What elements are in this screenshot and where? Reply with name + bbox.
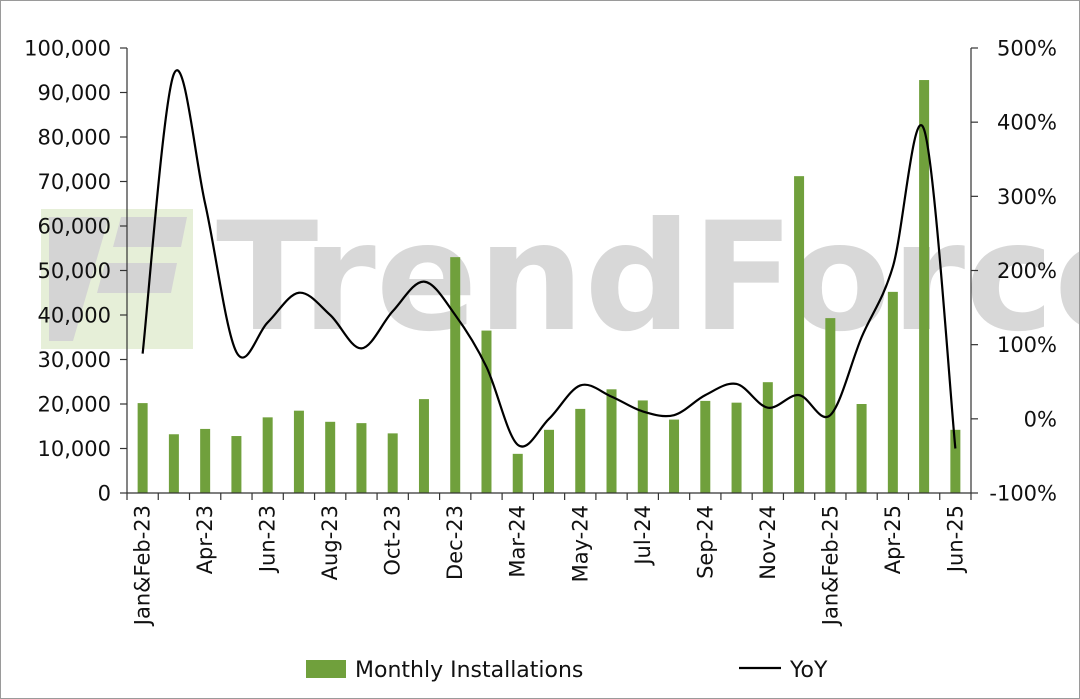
x-tick-label: Apr-25 — [881, 505, 905, 574]
y-left-tick-labels: 0 10,000 20,000 30,000 40,000 50,000 60,000 70,… — [24, 37, 111, 506]
y-left-tick-label: 50,000 — [38, 259, 111, 283]
x-tick-label: Oct-23 — [381, 505, 405, 576]
bar-10 — [450, 257, 461, 493]
bar-11 — [481, 330, 492, 493]
y-right-tick-label: 400% — [997, 111, 1057, 135]
yoy-line-group — [141, 69, 957, 449]
bar-5 — [293, 410, 304, 493]
bar-1 — [168, 434, 179, 493]
legend-label-yoy: YoY — [789, 658, 828, 683]
yoy-line — [141, 69, 957, 449]
bar-17 — [669, 419, 680, 493]
y-right-tick-labels: -100% 0% 100% 200% 300% 400% 500% — [989, 37, 1057, 506]
trendforce-logo-icon — [41, 209, 193, 349]
bar-18 — [700, 400, 711, 493]
y-left-tick-label: 60,000 — [38, 215, 111, 239]
x-tick-label: May-24 — [568, 505, 592, 582]
bar-8 — [387, 433, 398, 493]
y-left-tick-label: 10,000 — [38, 437, 111, 461]
bar-19 — [731, 402, 742, 493]
x-tick-labels: Jan&Feb-23 Apr-23 Jun-23 Aug-23 Oct-23 Dec-23… — [131, 505, 968, 627]
bar-2 — [200, 428, 211, 493]
watermark-text: TrendForce — [216, 191, 1079, 365]
y-right-tick-label: -100% — [989, 482, 1057, 506]
x-tick-label: Jul-24 — [631, 505, 655, 567]
bar-3 — [231, 436, 242, 493]
bar-24 — [887, 291, 898, 493]
bar-16 — [637, 400, 648, 493]
x-tick-label: Jun-25 — [943, 505, 967, 574]
bar-14 — [575, 408, 586, 493]
legend-swatch-monthly-installations — [306, 660, 346, 678]
bar-22 — [825, 318, 836, 493]
bar-0 — [137, 403, 148, 493]
y-left-tick-label: 30,000 — [38, 348, 111, 372]
y-left-tick-label: 100,000 — [24, 37, 111, 61]
bar-23 — [856, 404, 867, 493]
bar-21 — [794, 176, 805, 493]
x-tick-label: Nov-24 — [756, 505, 780, 580]
x-tick-label: Mar-24 — [506, 505, 530, 578]
bar-12 — [512, 453, 523, 493]
y-left-tick-label: 40,000 — [38, 304, 111, 328]
legend: Monthly Installations YoY — [306, 658, 828, 683]
bar-9 — [418, 399, 429, 493]
bar-20 — [762, 382, 773, 493]
x-tick-label: Jan&Feb-23 — [131, 505, 155, 627]
x-tick-label: Aug-23 — [318, 505, 342, 580]
bar-26 — [950, 429, 961, 493]
bar-6 — [325, 421, 336, 493]
y-right-tick-label: 200% — [997, 259, 1057, 283]
bar-7 — [356, 423, 367, 493]
x-tick-label: Jan&Feb-25 — [818, 505, 842, 627]
bar-15 — [606, 389, 617, 493]
y-left-tick-label: 20,000 — [38, 393, 111, 417]
bars-group — [137, 80, 961, 493]
y-right-tick-label: 100% — [997, 333, 1057, 357]
y-right-tick-label: 300% — [997, 185, 1057, 209]
legend-label-monthly-installations: Monthly Installations — [355, 658, 583, 683]
watermark: TrendForce — [41, 191, 1079, 365]
y-left-tick-label: 80,000 — [38, 126, 111, 150]
bar-13 — [544, 429, 554, 493]
x-tick-label: Dec-23 — [443, 505, 467, 580]
y-left-tick-label: 0 — [98, 482, 111, 506]
y-left-tick-label: 90,000 — [38, 81, 111, 105]
axes-group — [120, 47, 978, 500]
x-tick-label: Apr-23 — [193, 505, 217, 574]
y-right-tick-label: 0% — [1024, 407, 1057, 431]
x-tick-label: Jun-23 — [256, 505, 280, 574]
x-tick-label: Sep-24 — [693, 505, 717, 579]
bar-25 — [919, 80, 930, 493]
y-left-tick-label: 70,000 — [38, 170, 111, 194]
bar-4 — [262, 417, 273, 493]
y-right-tick-label: 500% — [997, 37, 1057, 61]
